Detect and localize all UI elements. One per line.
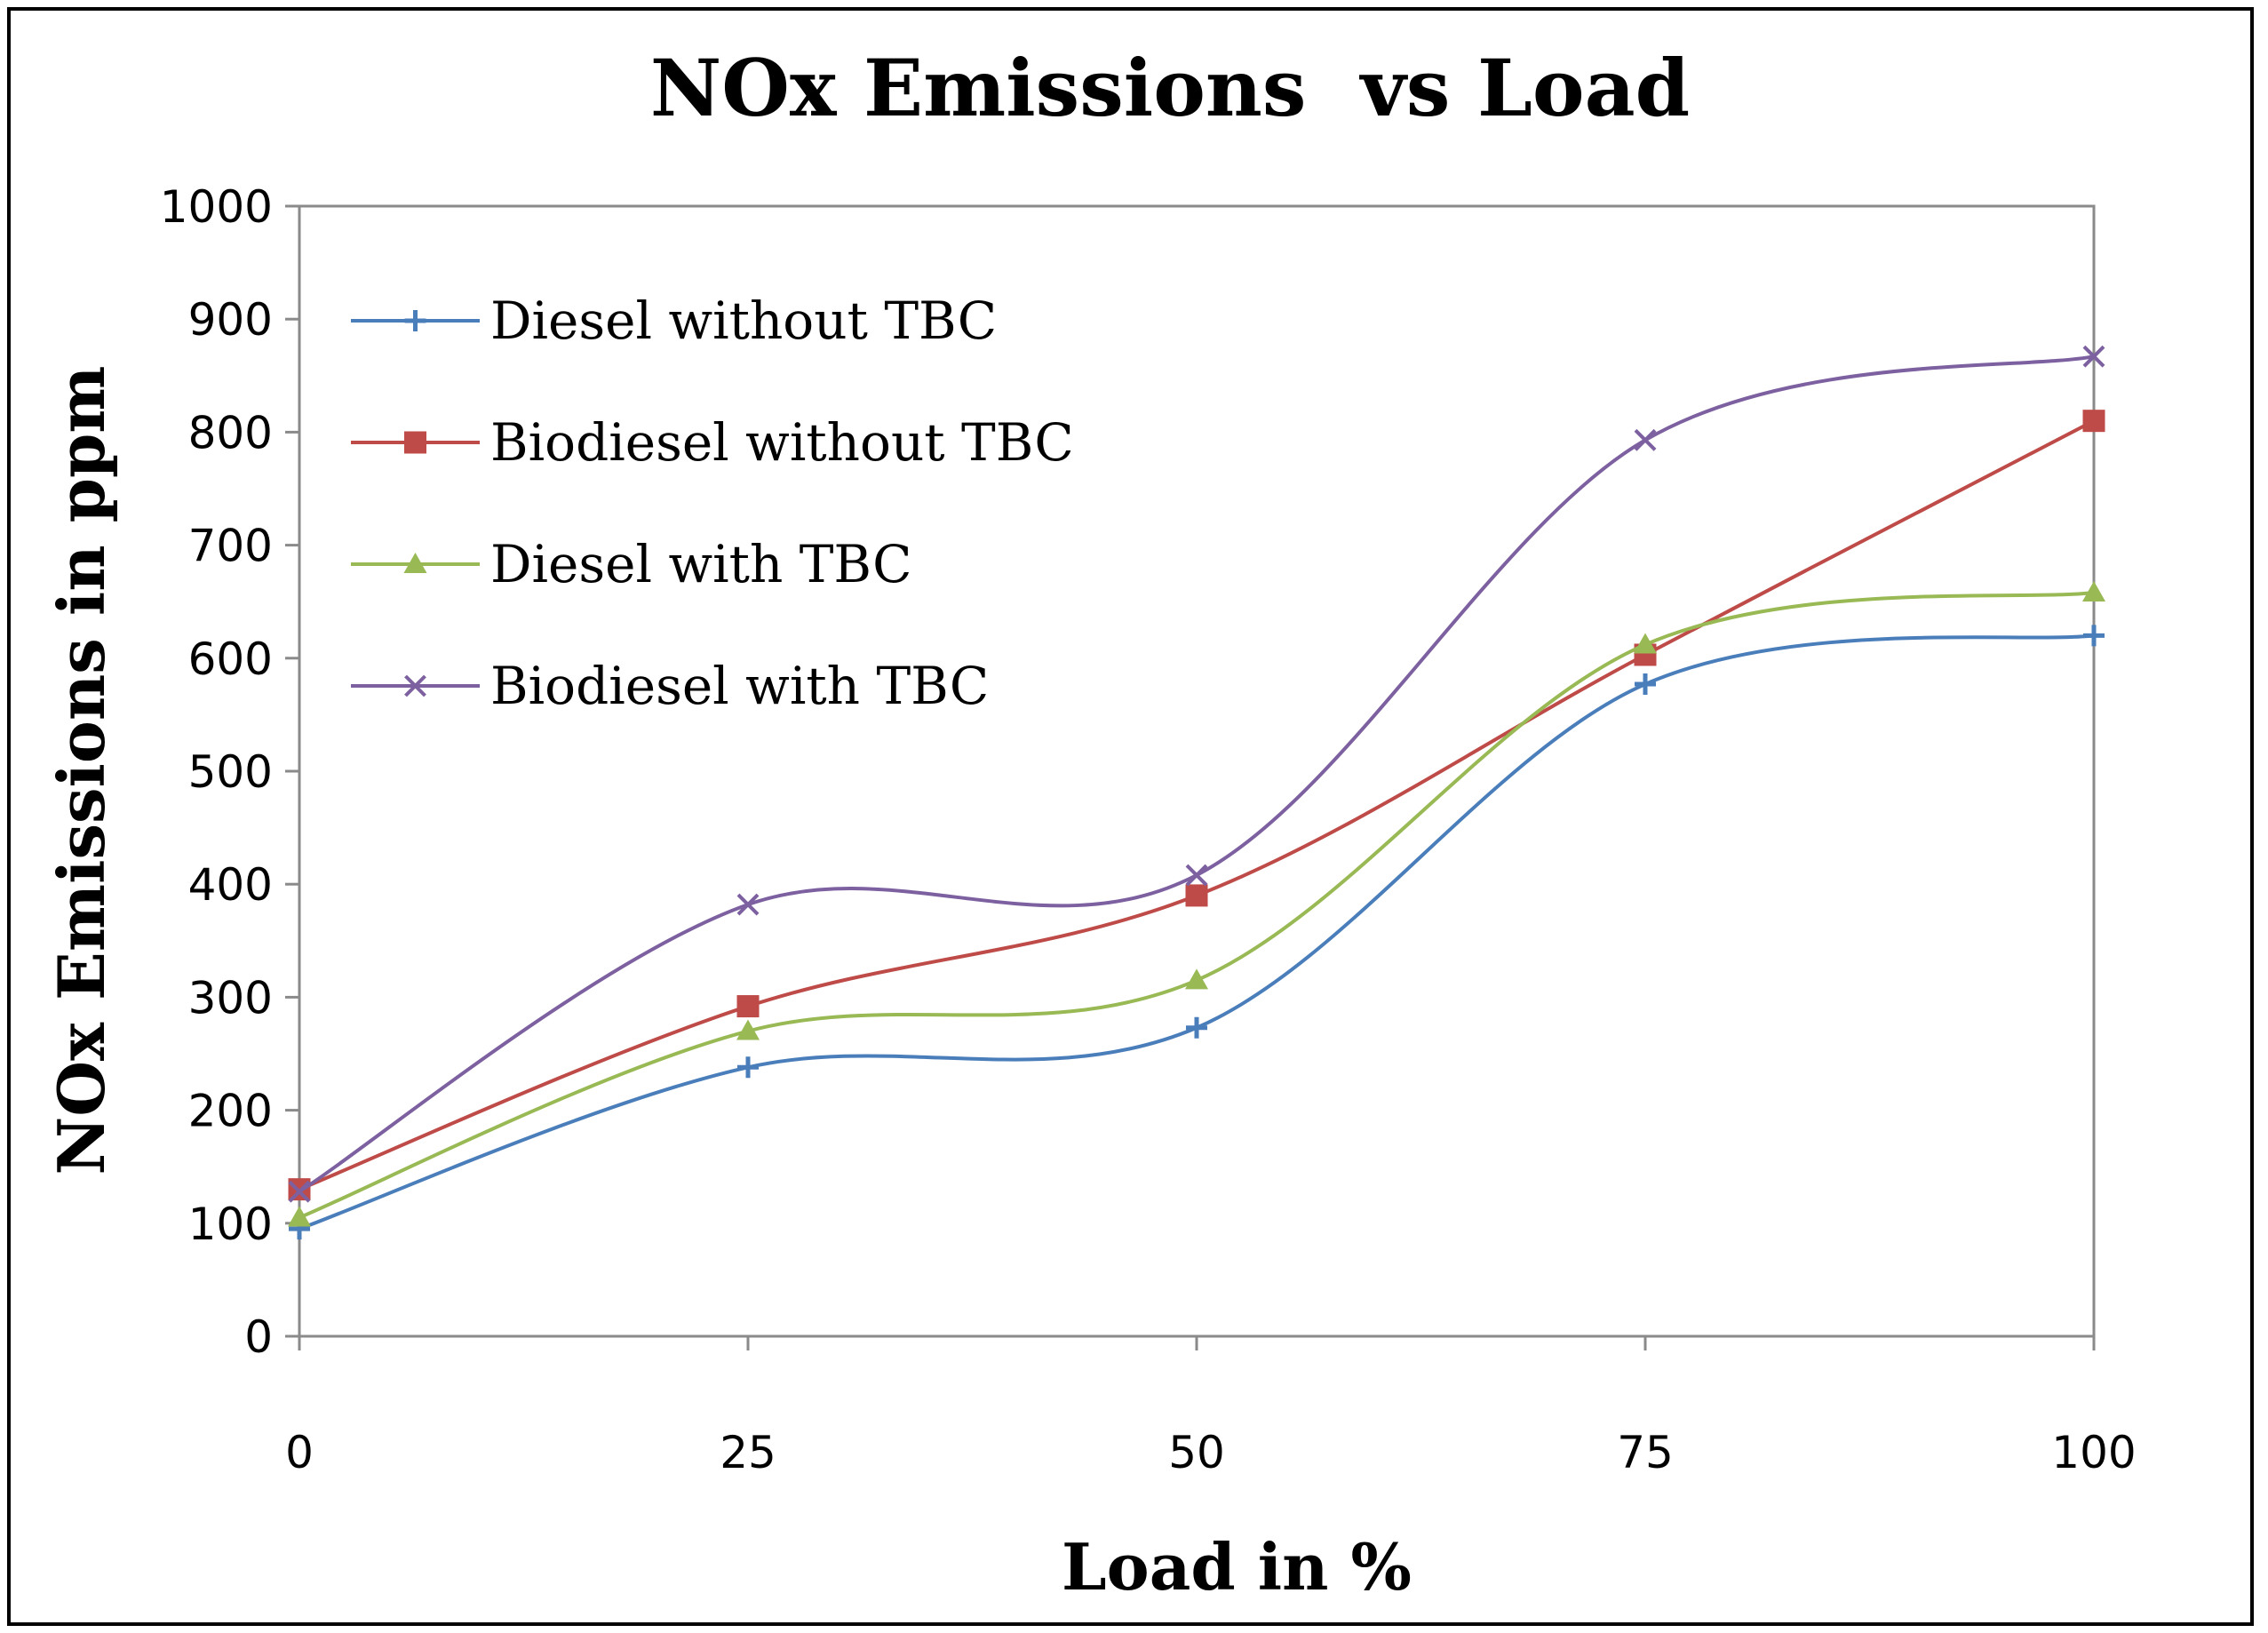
legend: Diesel without TBC Biodiesel without TBC D… <box>351 291 1074 716</box>
y-tick-label-700: 700 <box>188 521 273 572</box>
data-point-3-4 <box>2082 345 2105 368</box>
legend-item-2: Diesel with TBC <box>351 534 912 594</box>
data-point-3-0 <box>288 1180 311 1203</box>
legend-item-0: Diesel without TBC <box>351 291 997 351</box>
y-tick-label-400: 400 <box>188 859 273 911</box>
legend-label-0: Diesel without TBC <box>490 291 997 351</box>
chart-title: NOx Emissions vs Load <box>650 42 1690 134</box>
data-point-2-4 <box>2082 581 2105 602</box>
data-point-0-4 <box>2083 625 2105 647</box>
legend-marker-1 <box>404 431 426 454</box>
y-tick-label-100: 100 <box>188 1199 273 1250</box>
plot-area-border <box>298 204 2096 1338</box>
series-line-0 <box>298 633 2095 1231</box>
legend-marker-0 <box>404 310 426 331</box>
series-2 <box>288 581 2105 1227</box>
data-point-1-1 <box>736 995 760 1018</box>
y-tick-label-300: 300 <box>188 972 273 1024</box>
y-tick-label-500: 500 <box>188 746 273 798</box>
legend-label-3: Biodiesel with TBC <box>490 656 989 716</box>
data-point-0-2 <box>1186 1016 1207 1039</box>
series-0 <box>289 625 2105 1240</box>
data-point-2-1 <box>736 1019 760 1040</box>
data-point-2-3 <box>1634 633 1657 654</box>
x-tick-label-25: 25 <box>720 1427 776 1478</box>
legend-marker-2 <box>403 553 427 573</box>
legend-label-2: Diesel with TBC <box>490 534 912 594</box>
y-axis-label: NOx Emissions in ppm <box>44 366 119 1175</box>
y-tick-label-600: 600 <box>188 633 273 685</box>
data-point-1-4 <box>2082 410 2105 433</box>
y-tick-label-1000: 1000 <box>160 181 273 233</box>
legend-label-1: Biodiesel without TBC <box>490 412 1074 473</box>
series-layer <box>288 345 2105 1240</box>
x-tick-label-75: 75 <box>1617 1427 1674 1478</box>
x-tick-label-50: 50 <box>1168 1427 1225 1478</box>
series-3 <box>288 345 2105 1203</box>
data-point-0-3 <box>1635 673 1656 696</box>
legend-marker-3 <box>404 674 426 697</box>
y-tick-label-0: 0 <box>244 1311 273 1363</box>
data-point-3-1 <box>736 893 760 916</box>
series-line-3 <box>298 354 2095 1193</box>
data-point-2-0 <box>288 1206 311 1227</box>
nox-line-chart: NOx Emissions vs Load Load in % NOx Emis… <box>44 42 2137 1605</box>
chart-frame: NOx Emissions vs Load Load in % NOx Emis… <box>7 7 2254 1626</box>
x-tick-label-0: 0 <box>285 1427 314 1478</box>
legend-item-3: Biodiesel with TBC <box>351 656 989 716</box>
data-point-2-2 <box>1185 968 1208 990</box>
y-tick-label-200: 200 <box>188 1086 273 1137</box>
x-tick-label-100: 100 <box>2051 1427 2136 1478</box>
y-tick-label-900: 900 <box>188 294 273 346</box>
legend-item-1: Biodiesel without TBC <box>351 412 1074 473</box>
series-1 <box>288 410 2105 1201</box>
data-point-0-1 <box>737 1056 759 1079</box>
data-point-3-3 <box>1634 428 1657 451</box>
data-point-1-2 <box>1185 884 1208 907</box>
data-point-3-2 <box>1185 864 1208 887</box>
x-axis-label: Load in % <box>1062 1529 1412 1605</box>
axes: 0 100 200 300 400 500 600 700 800 900 1000 0 25 50 75 1… <box>160 181 2137 1478</box>
y-tick-label-800: 800 <box>188 407 273 458</box>
